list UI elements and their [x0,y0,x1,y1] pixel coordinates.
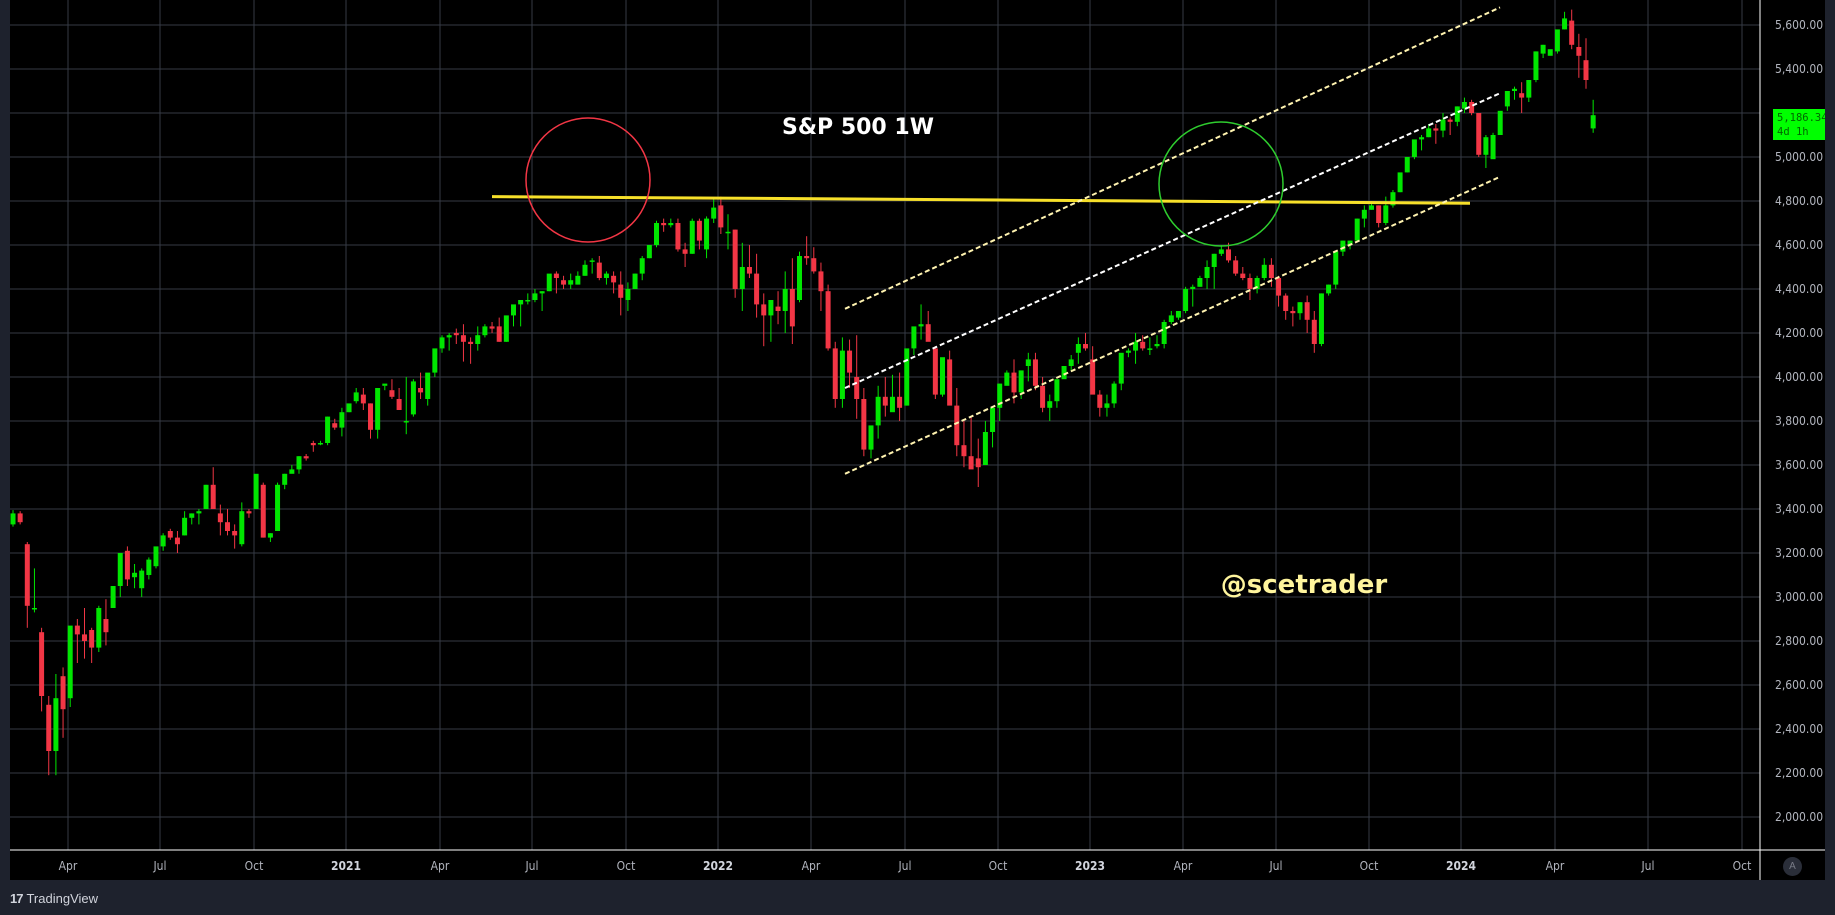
price-tick-label: 2,000.00 [1775,810,1823,824]
price-tick-label: 4,400.00 [1775,282,1823,296]
price-tick-label: 4,600.00 [1775,238,1823,252]
price-tick-label: 2,800.00 [1775,634,1823,648]
chart-frame[interactable]: S&P 500 1W @scetrader 5,600.00 5,400.00 5,… [10,0,1825,880]
time-tick-label: Jul [1268,859,1282,873]
time-axis[interactable]: Apr Jul Oct 2021 Apr Jul Oct 2022 Apr Jul Oct 2023 A… [59,859,1752,873]
time-tick-label: 2022 [703,859,733,873]
time-tick-label: Oct [1360,859,1379,873]
watermark: @scetrader [1221,570,1388,600]
drawings [491,6,1501,475]
price-tick-label: 5,600.00 [1775,18,1823,32]
time-tick-label: Apr [431,859,450,873]
price-tick-label: 5,400.00 [1775,62,1823,76]
time-tick-label: Jul [524,859,538,873]
auto-scale-button[interactable]: A [1783,857,1802,876]
time-tick-label: Apr [1546,859,1565,873]
price-tick-label: 4,200.00 [1775,326,1823,340]
price-tick-label: 2,400.00 [1775,722,1823,736]
time-tick-label: 2021 [331,859,361,873]
time-tick-label: Jul [152,859,166,873]
time-tick-label: 2023 [1075,859,1105,873]
price-tick-label: 4,000.00 [1775,370,1823,384]
channel-lower-line[interactable] [844,175,1501,475]
time-tick-label: Jul [897,859,911,873]
price-tick-label: 2,600.00 [1775,678,1823,692]
price-tick-label: 4,800.00 [1775,194,1823,208]
bar-countdown: 4d 1h [1777,126,1809,138]
price-tick-label: 5,000.00 [1775,150,1823,164]
chart-title: S&P 500 1W [782,115,934,140]
price-tick-label: 3,800.00 [1775,414,1823,428]
last-price: 5,186.34 [1777,112,1825,124]
price-tick-label: 3,200.00 [1775,546,1823,560]
tradingview-logo-icon: 17 [10,890,24,906]
tradingview-footer[interactable]: 17 TradingView [10,888,98,908]
price-tick-label: 3,000.00 [1775,590,1823,604]
channel-mid-line[interactable] [844,92,1501,389]
time-tick-label: Jul [1640,859,1654,873]
resistance-horizontal-line[interactable] [491,195,1471,205]
green-breakout-circle[interactable] [1158,121,1284,247]
candles [10,9,1596,776]
time-tick-label: 2024 [1446,859,1477,873]
grid-lines [10,0,1825,880]
time-tick-label: Oct [245,859,264,873]
time-tick-label: Oct [1733,859,1752,873]
last-price-badge: 5,186.34 4d 1h [1773,109,1825,140]
price-tick-label: 3,600.00 [1775,458,1823,472]
price-axis[interactable]: 5,600.00 5,400.00 5,000.00 4,800.00 4,600.00… [1775,18,1823,824]
time-tick-label: Oct [617,859,636,873]
time-tick-label: Apr [1174,859,1193,873]
time-tick-label: Apr [59,859,78,873]
brand-label: TradingView [26,890,99,906]
time-tick-label: Apr [802,859,821,873]
time-tick-label: Oct [989,859,1008,873]
channel-upper-line[interactable] [844,6,1501,310]
candlestick-chart[interactable]: S&P 500 1W @scetrader 5,600.005,400.005,… [10,0,1825,880]
price-tick-label: 2,200.00 [1775,766,1823,780]
price-tick-label: 3,400.00 [1775,502,1823,516]
red-top-circle[interactable] [525,117,651,243]
